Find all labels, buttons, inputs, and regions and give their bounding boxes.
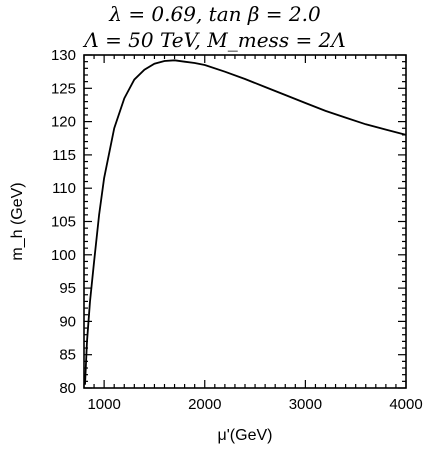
y-tick-label: 80: [59, 380, 76, 397]
chart-title-line-2-text: Λ = 50 TeV, M_mess = 2Λ: [84, 28, 346, 52]
y-tick-label: 125: [51, 80, 76, 97]
tick-labels: 1000 2000 3000 4000 80 85 90 95 100 105 110 115 120 1…: [51, 47, 423, 413]
y-tick-label: 85: [59, 347, 76, 364]
y-tick-label: 120: [51, 114, 76, 131]
y-axis-label: m_h (GeV): [9, 182, 26, 260]
series-layer: [84, 59, 407, 385]
x-tick-label: 1000: [87, 396, 120, 413]
y-tick-label: 95: [59, 280, 76, 297]
x-axis-label: μ'(GeV): [218, 427, 273, 444]
plot-frame: [83, 54, 407, 389]
y-tick-label: 115: [52, 147, 76, 164]
y-tick-label: 90: [59, 313, 76, 330]
y-tick-label: 130: [51, 47, 76, 64]
y-tick-label: 105: [51, 214, 76, 231]
chart-title-line-1: λ = 0.69, tan β = 2.0: [109, 2, 321, 26]
x-tick-label: 4000: [389, 396, 422, 413]
y-tick-label: 110: [52, 180, 76, 197]
series-line-0: [84, 59, 407, 385]
x-tick-label: 2000: [188, 396, 221, 413]
x-tick-label: 3000: [289, 396, 322, 413]
chart-title-line-2: Λ = 50 TeV, M_mess = 2Λ: [0, 28, 430, 52]
y-tick-label: 100: [51, 247, 76, 264]
axis-ticks: [83, 54, 407, 389]
